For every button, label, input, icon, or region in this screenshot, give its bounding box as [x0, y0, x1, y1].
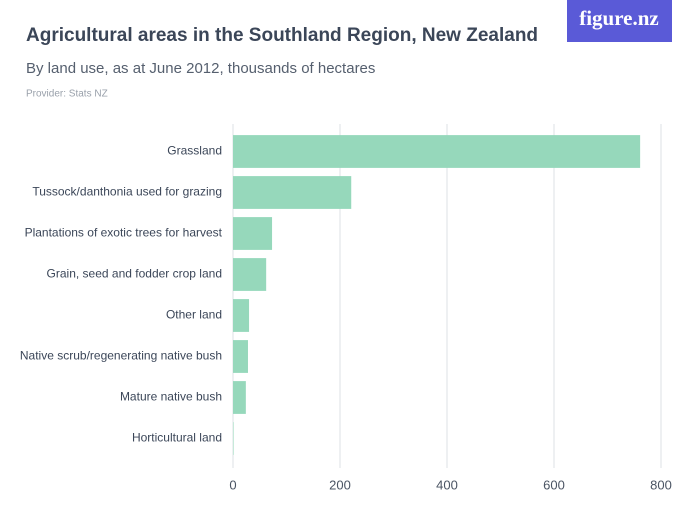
bar — [233, 381, 246, 414]
bar — [233, 217, 273, 250]
bar — [233, 422, 234, 455]
logo-box — [567, 0, 672, 42]
y-tick-label: Mature native bush — [120, 390, 222, 404]
bar — [233, 176, 352, 209]
y-tick-label: Grassland — [167, 144, 222, 158]
x-tick-label: 200 — [329, 477, 351, 492]
x-tick-label: 600 — [543, 477, 565, 492]
bar — [233, 258, 267, 291]
bar — [233, 135, 641, 168]
y-tick-label: Grain, seed and fodder crop land — [47, 267, 222, 281]
y-tick-label: Other land — [166, 308, 222, 322]
x-tick-label: 400 — [436, 477, 458, 492]
y-tick-label: Horticultural land — [132, 431, 222, 445]
x-tick-label: 800 — [650, 477, 672, 492]
bar — [233, 299, 250, 332]
y-tick-label: Tussock/danthonia used for grazing — [32, 185, 222, 199]
bar — [233, 340, 248, 373]
chart-title: Agricultural areas in the Southland Regi… — [26, 25, 538, 46]
source: Provider: Stats NZ — [26, 89, 108, 100]
x-tick-label: 0 — [229, 477, 236, 492]
y-tick-label: Plantations of exotic trees for harvest — [25, 226, 223, 240]
y-tick-label: Native scrub/regenerating native bush — [20, 349, 222, 363]
chart-subtitle: By land use, as at June 2012, thousands … — [26, 60, 375, 77]
logo: figure.nz — [579, 6, 659, 30]
